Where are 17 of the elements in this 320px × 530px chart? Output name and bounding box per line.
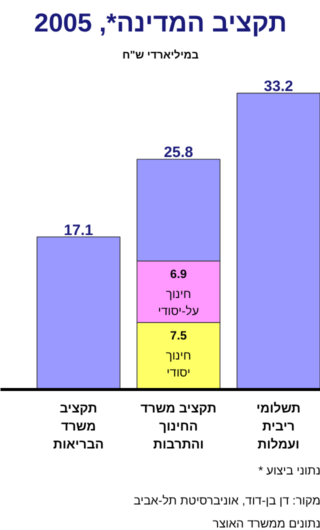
- series-label: חינוך יסודי: [166, 348, 192, 380]
- series-label: חינוך על-יסודי: [158, 286, 199, 318]
- x-tick-label: תקציב משרד החינוך והתרבות: [140, 400, 216, 452]
- x-tick-label: תקציב משרד הבריאות: [53, 400, 104, 452]
- text: * נתוני ביצוע: [258, 464, 320, 478]
- bar: [236, 92, 320, 390]
- text: נתונים ממשרד האוצר: [212, 516, 320, 530]
- x-tick-label: תשלומי ריבית ועמלות: [256, 400, 301, 452]
- chart-title: תקציב המדינה*, 2005: [34, 8, 287, 38]
- bar: [36, 236, 120, 390]
- data-label: 7.5: [170, 328, 188, 343]
- total-label: 25.8: [164, 144, 194, 162]
- chart-subtitle: במיליארדי ש"ח: [122, 50, 199, 62]
- total-label: 33.2: [264, 78, 294, 96]
- data-label: 6.9: [170, 266, 188, 281]
- total-label: 17.1: [64, 222, 94, 239]
- text: מקור: דן בן-דוד, אוניברסיטת תל-אביב: [134, 494, 320, 508]
